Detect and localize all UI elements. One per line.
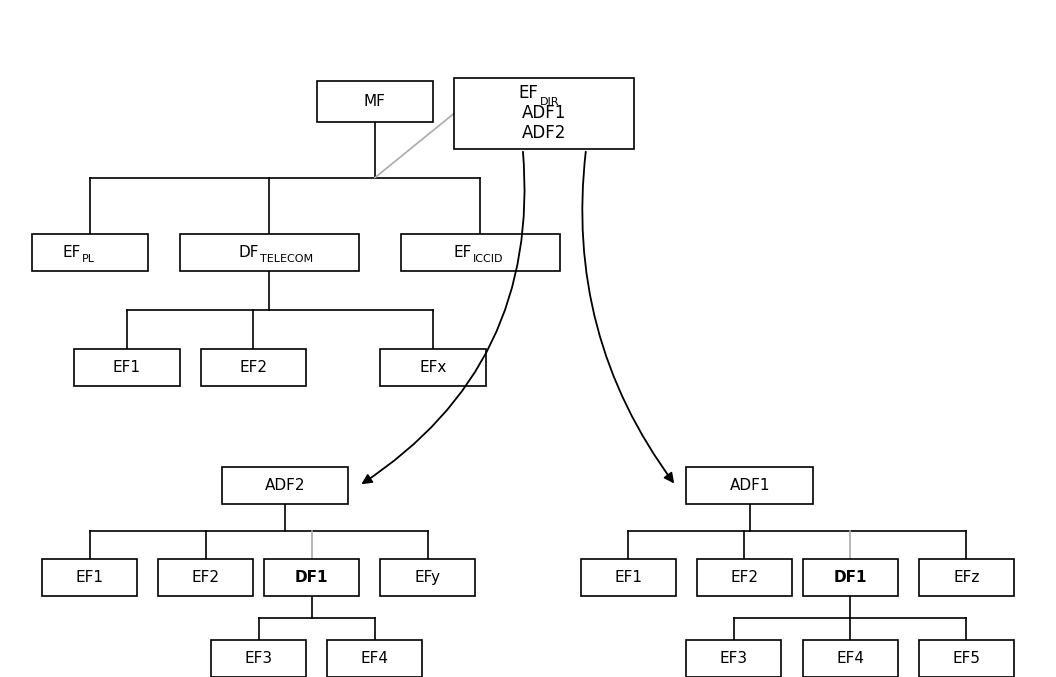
Text: EF1: EF1 — [76, 569, 103, 585]
Text: MF: MF — [364, 94, 385, 109]
Text: DF1: DF1 — [295, 569, 328, 585]
Text: EF2: EF2 — [192, 569, 220, 585]
Bar — [380, 559, 475, 596]
Bar — [581, 559, 676, 596]
Bar — [803, 640, 898, 677]
Text: EF5: EF5 — [953, 651, 980, 666]
Bar — [401, 234, 560, 271]
Text: EF2: EF2 — [731, 569, 758, 585]
Bar — [222, 467, 348, 504]
Bar — [919, 640, 1014, 677]
Text: DF1: DF1 — [833, 569, 867, 585]
Text: ADF2: ADF2 — [265, 478, 305, 494]
Bar — [201, 349, 306, 386]
Bar — [180, 234, 359, 271]
Bar — [686, 640, 781, 677]
Text: EF: EF — [518, 85, 539, 102]
Text: TELECOM: TELECOM — [260, 254, 313, 264]
Text: EFy: EFy — [415, 569, 440, 585]
Text: EF3: EF3 — [720, 651, 748, 666]
Bar — [686, 467, 813, 504]
Text: EF1: EF1 — [113, 359, 140, 375]
Bar — [32, 234, 148, 271]
Text: DF: DF — [239, 244, 259, 260]
Bar — [697, 559, 792, 596]
Text: DIR: DIR — [540, 97, 559, 106]
Bar — [42, 559, 137, 596]
Bar — [264, 559, 359, 596]
Text: ADF2: ADF2 — [522, 125, 566, 142]
Text: EF1: EF1 — [615, 569, 642, 585]
Text: EF2: EF2 — [240, 359, 267, 375]
Text: ICCID: ICCID — [473, 254, 504, 264]
Text: EF: EF — [63, 244, 81, 260]
Bar — [380, 349, 486, 386]
FancyArrowPatch shape — [363, 152, 525, 483]
Text: EFz: EFz — [954, 569, 979, 585]
Text: EF3: EF3 — [245, 651, 272, 666]
Text: EF4: EF4 — [836, 651, 864, 666]
Text: EF4: EF4 — [361, 651, 389, 666]
Bar — [803, 559, 898, 596]
Text: EF: EF — [454, 244, 472, 260]
Text: EFx: EFx — [419, 359, 447, 375]
Bar — [454, 78, 634, 149]
Text: ADF1: ADF1 — [730, 478, 770, 494]
Bar — [211, 640, 306, 677]
Bar — [158, 559, 253, 596]
Bar — [74, 349, 180, 386]
Text: PL: PL — [82, 254, 95, 264]
FancyArrowPatch shape — [582, 152, 673, 482]
Bar — [317, 81, 433, 122]
Bar — [327, 640, 422, 677]
Bar — [919, 559, 1014, 596]
Text: ADF1: ADF1 — [522, 104, 566, 123]
